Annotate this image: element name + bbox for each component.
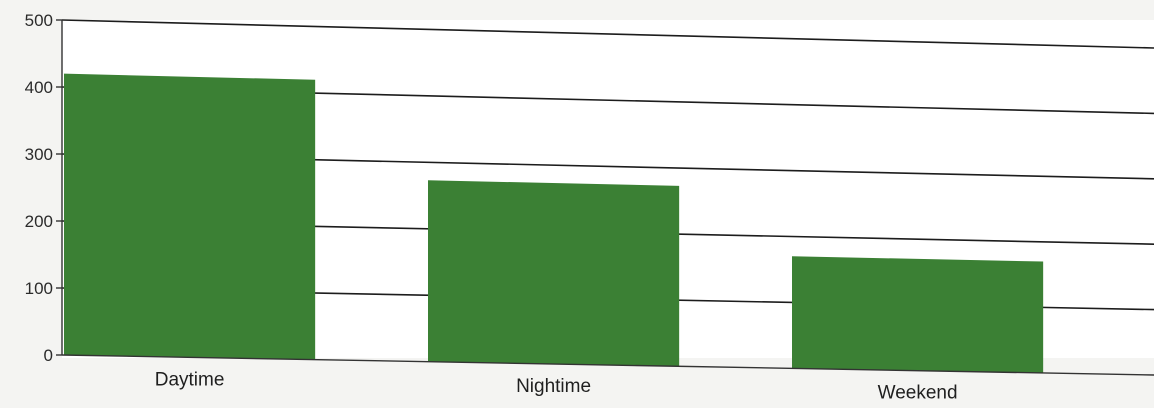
bar-daytime bbox=[64, 73, 316, 360]
y-tick-label-400: 400 bbox=[25, 78, 53, 97]
x-category-labels: Daytime Nightime Weekend bbox=[155, 369, 958, 403]
y-tick-label-500: 500 bbox=[25, 11, 53, 30]
gridline-500 bbox=[61, 19, 1154, 49]
bars bbox=[64, 73, 1044, 373]
axes bbox=[61, 20, 1154, 376]
bar-nightime bbox=[428, 180, 680, 367]
y-tick-label-300: 300 bbox=[25, 145, 53, 164]
x-label-weekend: Weekend bbox=[878, 383, 958, 404]
y-tick-labels: 0 100 200 300 400 500 bbox=[25, 11, 62, 365]
y-tick-label-0: 0 bbox=[44, 346, 53, 365]
x-label-nightime: Nightime bbox=[516, 376, 591, 397]
x-axis-line bbox=[61, 354, 1154, 376]
y-tick-label-100: 100 bbox=[25, 279, 53, 298]
y-tick-label-200: 200 bbox=[25, 212, 53, 231]
bar-weekend bbox=[792, 256, 1044, 373]
x-label-daytime: Daytime bbox=[155, 369, 225, 390]
